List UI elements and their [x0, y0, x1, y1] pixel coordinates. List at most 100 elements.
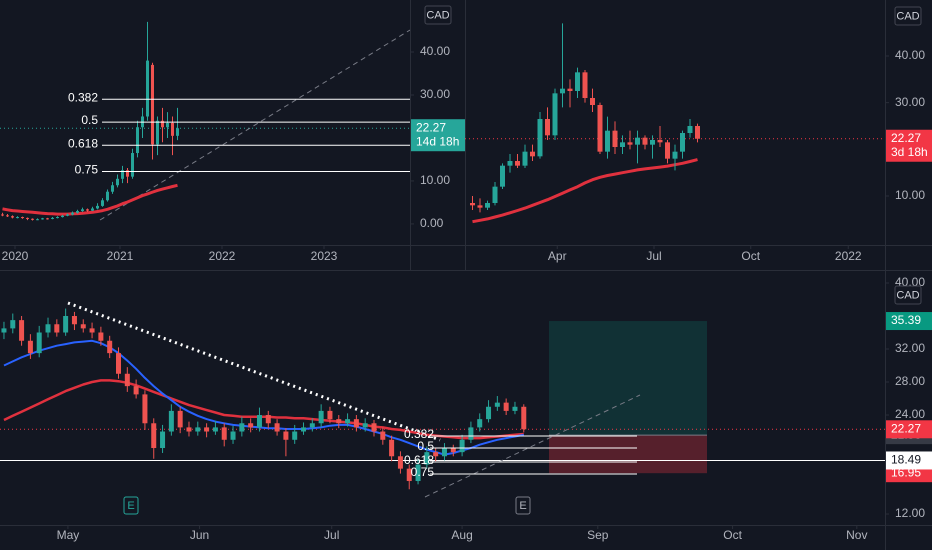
- candle-body: [142, 394, 148, 424]
- candle-body: [605, 130, 610, 152]
- candle-body: [89, 328, 95, 333]
- fib-label: 0.618: [68, 136, 98, 150]
- candle-body: [133, 386, 139, 395]
- candle-body: [424, 452, 430, 465]
- candle-body: [80, 324, 86, 329]
- candle-body: [642, 137, 648, 145]
- candle-body: [477, 419, 483, 428]
- candle-body: [106, 191, 109, 201]
- candle-body: [522, 151, 528, 166]
- candle-body: [507, 161, 513, 166]
- candle-body: [36, 332, 42, 354]
- candle-body: [116, 178, 119, 186]
- price-label-box: [411, 119, 465, 152]
- y-tick-label: 10.00: [420, 173, 450, 187]
- y-tick-label: 24.00: [895, 407, 925, 421]
- candle-body: [166, 122, 169, 128]
- candle-body: [131, 153, 134, 177]
- candle-body: [345, 419, 351, 424]
- x-tick-label: 2023: [311, 249, 338, 263]
- candle-body: [336, 419, 342, 424]
- candle-body: [406, 468, 412, 482]
- y-tick-label: 10.00: [895, 188, 925, 202]
- candle-body: [477, 205, 483, 208]
- candle-body: [56, 217, 59, 219]
- price-label-box: [886, 420, 932, 439]
- candle-body: [657, 140, 663, 143]
- y-tick-label: 30.00: [420, 87, 450, 101]
- candle-body: [176, 128, 179, 136]
- candle-body: [36, 219, 39, 221]
- price-label: 22.27: [891, 131, 921, 145]
- charts: 0.0010.0020.0030.0040.002020202120222023…: [0, 5, 932, 542]
- candle-body: [665, 142, 670, 159]
- candle-body: [494, 402, 500, 407]
- candle-body: [63, 316, 69, 333]
- candle-body: [309, 423, 315, 428]
- candle-body: [41, 218, 44, 220]
- candle-body: [6, 215, 9, 217]
- candle-body: [397, 456, 403, 469]
- candle-body: [545, 119, 550, 136]
- y-tick-label: 40.00: [895, 48, 925, 62]
- currency-label: CAD: [426, 9, 449, 21]
- candle-body: [380, 431, 386, 440]
- candle-body: [521, 406, 527, 430]
- loss-zone: [549, 435, 707, 474]
- candle-body: [54, 324, 60, 333]
- x-tick-label: 2021: [107, 249, 134, 263]
- x-tick-label: Jun: [190, 528, 209, 542]
- y-tick-label: 12.00: [895, 506, 925, 520]
- candle-body: [121, 170, 124, 179]
- x-tick-label: Aug: [451, 528, 472, 542]
- fib-label: 0.5: [417, 439, 434, 453]
- candle-body: [362, 423, 368, 428]
- event-marker: [515, 496, 531, 515]
- event-label: E: [519, 500, 526, 512]
- currency-box: [894, 6, 922, 26]
- candle-body: [680, 133, 685, 152]
- candle-body: [186, 427, 192, 432]
- candle-body: [221, 427, 227, 440]
- candle-body: [161, 120, 164, 128]
- currency-label: CAD: [896, 289, 919, 301]
- candle-body: [1, 214, 4, 216]
- x-tick-label: Oct: [723, 528, 742, 542]
- candle-body: [168, 410, 174, 432]
- candle-body: [441, 448, 447, 457]
- candle-body: [16, 217, 19, 219]
- price-label-box: [886, 312, 932, 331]
- candle-body: [327, 410, 333, 420]
- candle-body: [582, 72, 588, 98]
- x-tick-label: May: [57, 528, 80, 542]
- price-label: 18.49: [891, 453, 921, 467]
- candle-body: [485, 203, 490, 208]
- candle-body: [11, 216, 14, 218]
- y-tick-label: 40.00: [420, 44, 450, 58]
- trend-line: [99, 29, 410, 221]
- candle-body: [115, 353, 121, 374]
- candle-body: [151, 423, 157, 449]
- candle-body: [71, 316, 77, 325]
- candle-body: [620, 142, 625, 147]
- candle-body: [212, 427, 218, 432]
- candle-body: [31, 218, 34, 220]
- candle-body: [695, 126, 700, 139]
- candle-body: [265, 415, 271, 424]
- price-label: 35.39: [891, 313, 921, 327]
- candle-body: [560, 88, 565, 94]
- candle-body: [492, 186, 498, 203]
- moving-average: [472, 158, 698, 224]
- candle-body: [45, 324, 51, 333]
- candle-body: [111, 185, 114, 192]
- x-tick-label: Nov: [846, 528, 867, 542]
- candle-body: [635, 137, 640, 145]
- candle-body: [650, 140, 655, 145]
- candle-body: [27, 340, 33, 354]
- candle-body: [567, 88, 573, 91]
- candle-body: [10, 320, 16, 329]
- candle-body: [503, 402, 509, 411]
- x-tick-label: Jul: [646, 249, 661, 263]
